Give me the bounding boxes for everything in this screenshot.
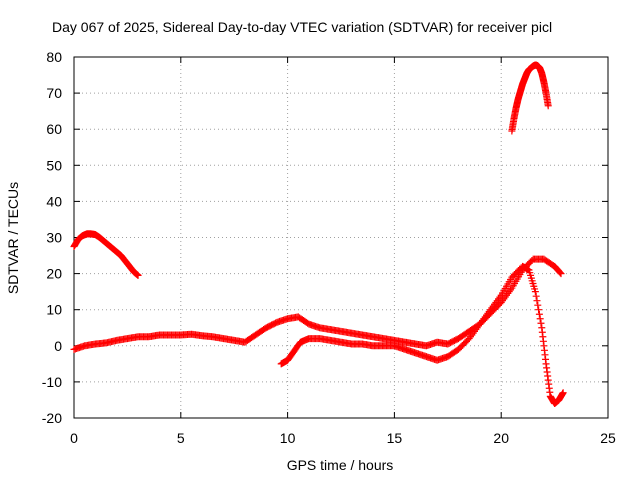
tick-labels: 0 5 10 15 20 25 -20 -10 0 10 20 30 40 50 60 70 80 bbox=[42, 49, 616, 446]
data-point bbox=[536, 315, 544, 323]
y-tick-label: 50 bbox=[46, 157, 62, 173]
data-point bbox=[537, 319, 545, 327]
y-tick-label: 40 bbox=[46, 193, 62, 209]
data-point bbox=[531, 288, 539, 296]
data-points bbox=[70, 61, 567, 408]
y-tick-label: 60 bbox=[46, 121, 62, 137]
x-tick-label: 5 bbox=[177, 430, 185, 446]
data-point bbox=[556, 269, 564, 277]
y-tick-label: 0 bbox=[54, 338, 62, 354]
x-tick-label: 25 bbox=[600, 430, 616, 446]
y-tick-label: -20 bbox=[42, 410, 62, 426]
axis-ticks bbox=[73, 56, 609, 419]
data-point bbox=[534, 301, 542, 309]
y-axis-title: SDTVAR / TECUs bbox=[5, 182, 21, 294]
x-tick-label: 20 bbox=[493, 430, 509, 446]
y-tick-label: 70 bbox=[46, 85, 62, 101]
y-tick-label: 80 bbox=[46, 49, 62, 65]
y-tick-label: 30 bbox=[46, 230, 62, 246]
data-point bbox=[535, 310, 543, 318]
x-tick-label: 10 bbox=[280, 430, 296, 446]
x-axis-title: GPS time / hours bbox=[287, 457, 394, 473]
x-tick-label: 0 bbox=[70, 430, 78, 446]
y-tick-label: 10 bbox=[46, 302, 62, 318]
data-point bbox=[559, 389, 567, 397]
y-tick-label: -10 bbox=[42, 374, 62, 390]
y-tick-label: 20 bbox=[46, 266, 62, 282]
x-tick-label: 15 bbox=[387, 430, 403, 446]
grid bbox=[74, 57, 608, 418]
data-point bbox=[544, 102, 552, 110]
chart-title: Day 067 of 2025, Sidereal Day-to-day VTE… bbox=[52, 19, 552, 35]
data-point bbox=[535, 306, 543, 314]
data-point bbox=[134, 271, 142, 279]
data-point bbox=[533, 297, 541, 305]
data-point bbox=[557, 270, 565, 278]
data-point bbox=[532, 292, 540, 300]
